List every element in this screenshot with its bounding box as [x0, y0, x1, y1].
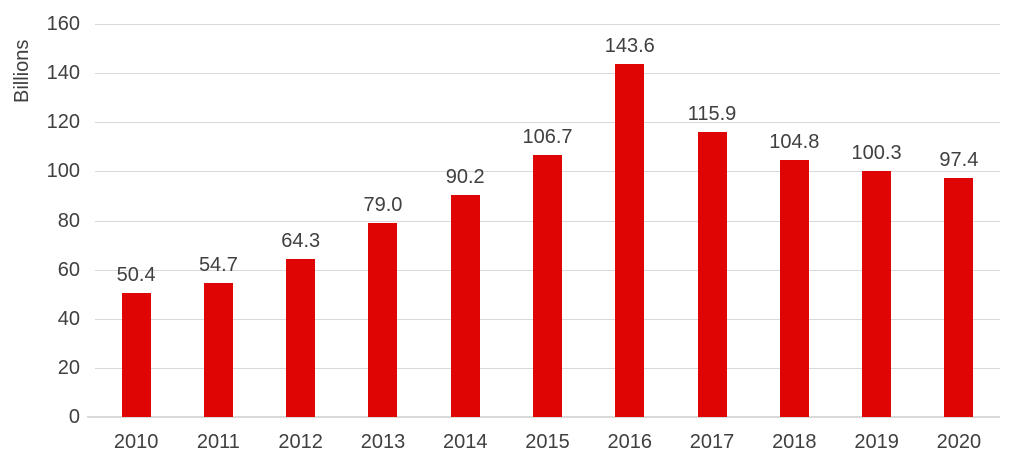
x-tick-label: 2020 [936, 431, 982, 453]
bar-value-label: 100.3 [851, 141, 902, 164]
bar-value-label: 104.8 [769, 130, 820, 153]
x-tick-label: 2014 [442, 431, 488, 453]
bar-value-label: 50.4 [116, 264, 156, 287]
x-tick-label: 2015 [525, 431, 570, 453]
bar [286, 259, 316, 417]
x-tick-label: 2013 [360, 431, 406, 453]
bar [533, 154, 562, 417]
bar [203, 282, 233, 417]
bar [450, 195, 480, 417]
bar [615, 64, 645, 417]
bar-value-label: 115.9 [687, 103, 737, 126]
gridline [95, 73, 1000, 75]
x-tick-label: 2016 [607, 431, 653, 453]
bar [779, 159, 809, 417]
bar-value-label: 90.2 [445, 166, 485, 189]
gridline [95, 24, 1000, 25]
x-tick-label: 2017 [689, 431, 735, 453]
bar [121, 293, 151, 417]
y-tick-label: 20 [57, 356, 80, 379]
x-tick-label: 2010 [113, 431, 159, 453]
gridline [95, 122, 1000, 124]
y-tick-label: 160 [46, 13, 80, 35]
bar [368, 222, 398, 417]
bar [862, 170, 892, 417]
x-tick-label: 2018 [772, 431, 817, 453]
bar [944, 177, 974, 417]
bar-value-label: 106.7 [522, 125, 573, 148]
x-tick-label: 2011 [196, 431, 240, 453]
x-tick-label: 2012 [278, 431, 323, 453]
bar-value-label: 79.0 [363, 193, 403, 216]
x-tick-label: 2019 [854, 431, 899, 453]
bar-value-label: 54.7 [198, 253, 238, 276]
y-tick-label: 80 [57, 209, 80, 232]
y-tick-label: 120 [46, 111, 80, 134]
bar-value-label: 143.6 [604, 35, 655, 58]
bar-value-label: 97.4 [939, 148, 979, 171]
bar [697, 132, 727, 417]
y-tick-label: 100 [46, 160, 80, 183]
y-tick-label: 0 [68, 406, 80, 428]
y-tick-label: 140 [46, 62, 80, 85]
y-tick-label: 40 [57, 307, 80, 330]
x-axis-line [87, 416, 1000, 418]
bar-value-label: 64.3 [281, 230, 321, 253]
y-tick-label: 60 [57, 258, 80, 281]
